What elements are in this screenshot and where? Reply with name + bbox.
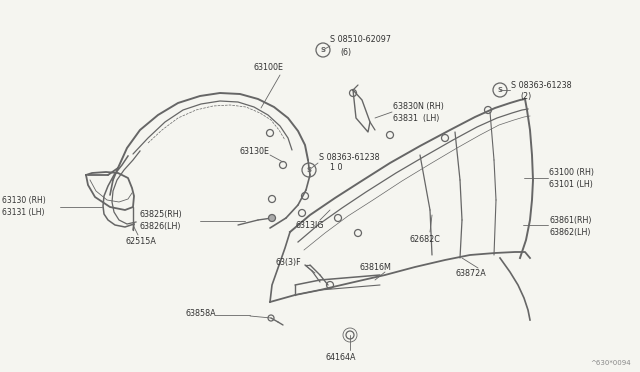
Text: S: S	[497, 87, 502, 93]
Text: 63858A: 63858A	[185, 308, 216, 317]
Text: 63130E: 63130E	[240, 147, 270, 155]
Text: 63100E: 63100E	[253, 64, 283, 73]
Text: 63830N (RH): 63830N (RH)	[393, 103, 444, 112]
Text: (2): (2)	[520, 93, 531, 102]
Text: 6313lG: 6313lG	[295, 221, 323, 230]
Text: 63861(RH): 63861(RH)	[549, 215, 591, 224]
Text: ^630*0094: ^630*0094	[590, 360, 630, 366]
Text: 62682C: 62682C	[410, 235, 441, 244]
Text: 63(3)F: 63(3)F	[275, 259, 301, 267]
Text: 63130 (RH): 63130 (RH)	[2, 196, 45, 205]
Text: (6): (6)	[340, 48, 351, 58]
Text: 63816M: 63816M	[360, 263, 392, 272]
Text: S: S	[321, 47, 326, 53]
Text: S: S	[307, 167, 312, 173]
Text: 63100 (RH): 63100 (RH)	[549, 169, 594, 177]
Text: S 08510-62097: S 08510-62097	[330, 35, 391, 45]
Text: 1 0: 1 0	[330, 164, 342, 173]
Text: 63862(LH): 63862(LH)	[549, 228, 591, 237]
Text: 64164A: 64164A	[325, 353, 355, 362]
Circle shape	[269, 215, 275, 221]
Text: 63826(LH): 63826(LH)	[140, 222, 182, 231]
Text: 63825(RH): 63825(RH)	[140, 211, 183, 219]
Text: 63101 (LH): 63101 (LH)	[549, 180, 593, 189]
Text: S 08363-61238: S 08363-61238	[511, 81, 572, 90]
Text: S 08363-61238: S 08363-61238	[319, 154, 380, 163]
Text: 63872A: 63872A	[455, 269, 486, 279]
Text: 62515A: 62515A	[126, 237, 157, 247]
Text: 63131 (LH): 63131 (LH)	[2, 208, 45, 217]
Text: 63831  (LH): 63831 (LH)	[393, 115, 440, 124]
